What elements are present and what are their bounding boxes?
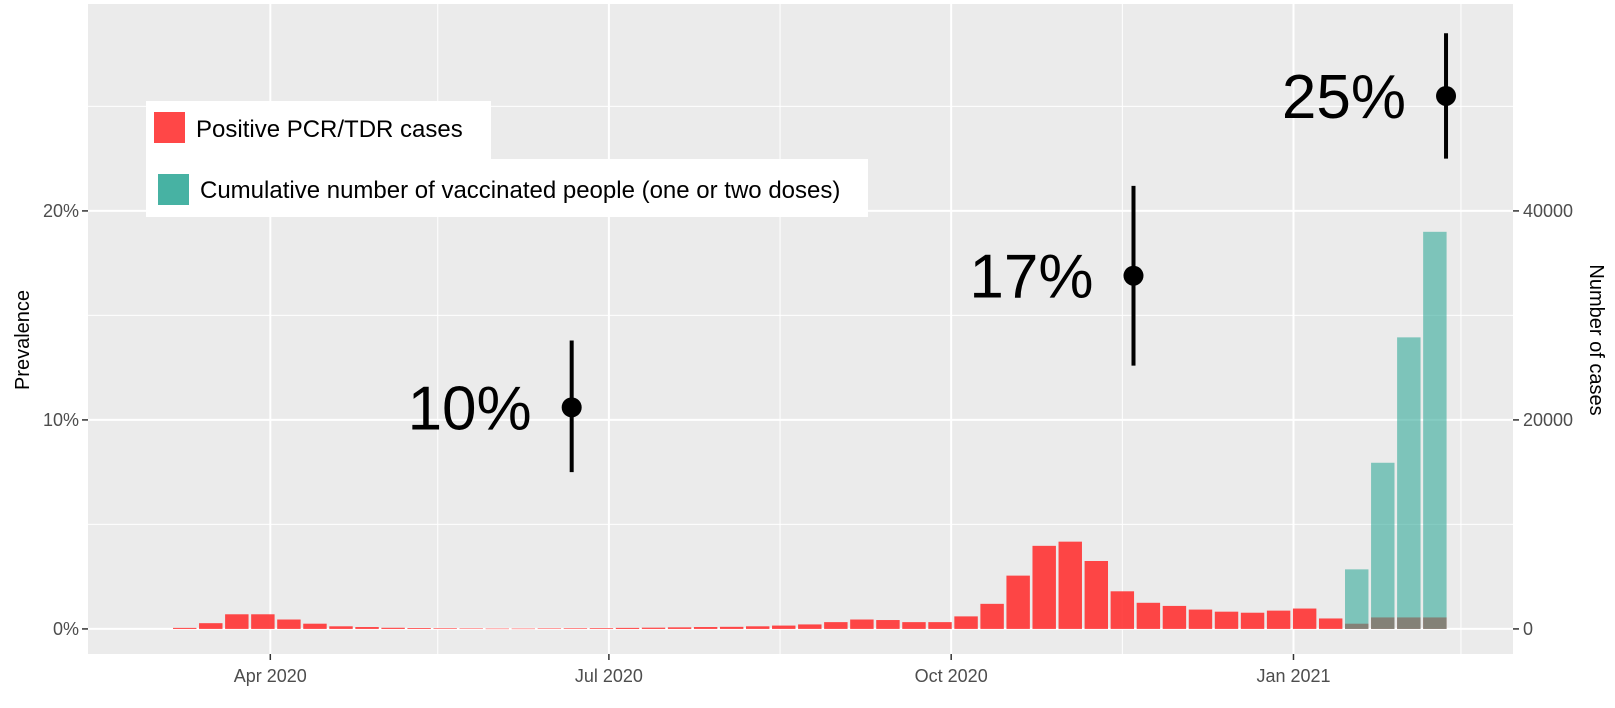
y-right-tick-label: 40000	[1523, 201, 1573, 221]
legend-box-cases	[146, 101, 491, 159]
bar-cases	[1318, 618, 1343, 629]
y-left-tick-label: 20%	[43, 201, 79, 221]
bar-cases	[615, 627, 640, 629]
bar-cases	[355, 627, 379, 629]
bar-cases	[1162, 605, 1187, 629]
x-tick-label: Oct 2020	[915, 666, 988, 686]
bar-cases	[511, 628, 536, 630]
bar-vaccinated	[1345, 569, 1369, 629]
bar-cases	[693, 627, 718, 629]
bar-cases	[980, 603, 1004, 629]
bar-cases	[641, 627, 666, 629]
legend-key-cases	[154, 112, 185, 143]
y-axis-title-left: Prevalence	[12, 290, 34, 390]
bar-cases	[745, 626, 770, 629]
bar-cases	[1214, 611, 1239, 629]
bar-cases	[199, 623, 223, 629]
y-left-tick-label: 0%	[53, 619, 79, 639]
bar-cases	[798, 624, 822, 629]
legend: Positive PCR/TDR cases Cumulative number…	[146, 101, 868, 217]
bar-cases	[251, 614, 275, 629]
bar-cases	[1032, 545, 1056, 629]
legend-label-vaccinated: Cumulative number of vaccinated people (…	[200, 177, 840, 204]
x-tick-label: Jul 2020	[575, 666, 643, 686]
x-tick-label: Apr 2020	[234, 666, 307, 686]
x-tick-label: Jan 2021	[1256, 666, 1330, 686]
bar-cases	[1188, 609, 1213, 629]
bar-cases	[381, 627, 405, 629]
bar-cases	[824, 622, 848, 629]
bar-cases	[1084, 560, 1109, 629]
bar-cases	[1058, 541, 1082, 629]
bar-cases	[954, 616, 978, 629]
bar-cases	[667, 627, 692, 629]
bar-cases	[407, 628, 431, 629]
bar-vaccinated	[1371, 462, 1395, 629]
bar-cases	[433, 628, 457, 629]
axes: 0% 10% 20% 0 20000 40000 Apr 2020 Jul 2020 Oct 2…	[43, 201, 1573, 686]
bar-cases	[850, 619, 874, 629]
bar-cases	[719, 626, 744, 629]
bar-cases	[225, 614, 249, 629]
bars	[173, 231, 1447, 630]
bar-cases	[1006, 575, 1030, 629]
prevalence-label: 10%	[408, 374, 532, 443]
bar-vaccinated	[1423, 231, 1447, 629]
bar-cases	[1110, 591, 1135, 629]
bar-cases	[589, 628, 614, 629]
bar-cases	[1136, 602, 1161, 629]
bar-cases	[772, 625, 796, 629]
bar-cases	[537, 628, 562, 629]
bar-cases	[277, 619, 301, 629]
bar-cases	[1266, 610, 1291, 629]
bar-cases	[485, 628, 509, 630]
bar-cases	[928, 622, 952, 629]
prevalence-point	[561, 397, 582, 418]
prevalence-label: 17%	[969, 243, 1093, 312]
prevalence-point	[1123, 265, 1144, 286]
legend-key-vaccinated	[158, 174, 189, 205]
prevalence-label: 25%	[1282, 63, 1406, 132]
bar-cases	[1240, 612, 1265, 629]
y-right-tick-label: 20000	[1523, 410, 1573, 430]
y-left-tick-label: 10%	[43, 410, 79, 430]
bar-cases	[876, 620, 900, 629]
y-right-tick-label: 0	[1523, 619, 1533, 639]
bar-cases	[902, 622, 926, 629]
bar-cases	[303, 623, 327, 629]
bar-cases	[173, 627, 197, 629]
bar-cases	[459, 628, 483, 630]
bar-cases	[1292, 608, 1317, 629]
prevalence-estimates: 10% 17% 25%	[408, 33, 1457, 473]
prevalence-point	[1436, 85, 1457, 106]
bar-cases	[329, 626, 353, 629]
bar-vaccinated	[1397, 337, 1421, 629]
legend-box-vaccinated	[146, 159, 868, 217]
legend-label-cases: Positive PCR/TDR cases	[196, 116, 463, 143]
bar-cases	[563, 628, 588, 629]
y-axis-title-right: Number of cases	[1585, 264, 1607, 415]
